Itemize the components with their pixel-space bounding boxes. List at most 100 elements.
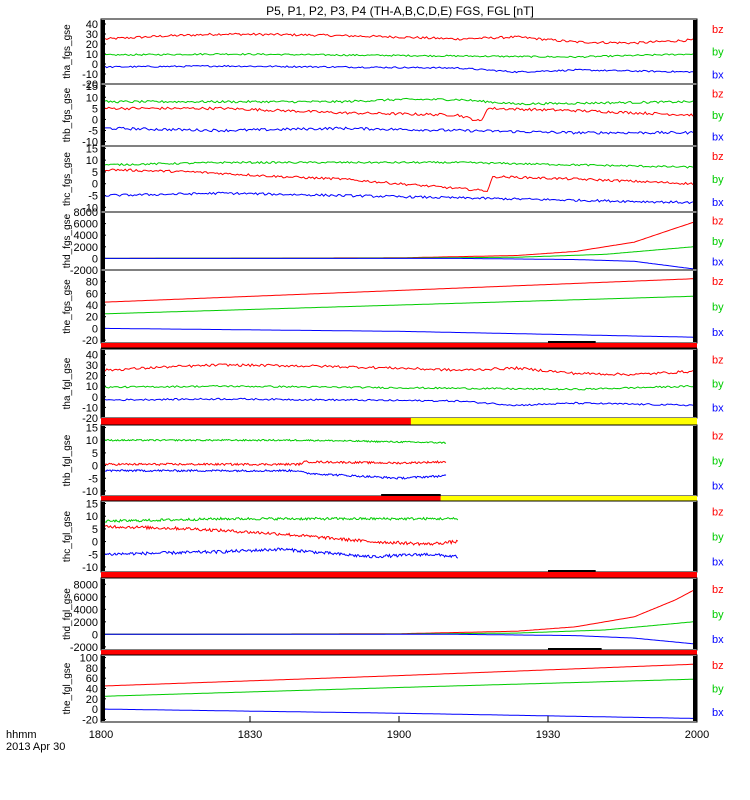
time-axis: 1800 1830 1900 1930 2000 (89, 716, 709, 741)
y-tick-label: -10 (82, 402, 98, 414)
date-label: 2013 Apr 30 (6, 741, 65, 753)
series-line-by (104, 97, 694, 106)
y-tick-label: -10 (82, 486, 98, 498)
panel-right-edge (693, 85, 697, 145)
legend-by: by (712, 302, 724, 314)
panel-left-edge (101, 20, 105, 83)
panel-left-edge (101, 426, 105, 495)
status-segment (101, 343, 697, 348)
legend-by: by (712, 456, 724, 468)
y-tick-label: 0 (92, 537, 98, 549)
status-segment (410, 418, 697, 425)
y-tick-label: 15 (86, 423, 98, 435)
legend-bz: bz (712, 660, 724, 672)
y-tick-label: -5 (88, 473, 98, 485)
panel-left-edge (101, 271, 105, 342)
panel-left-edge (101, 350, 105, 417)
y-tick-label: 0 (92, 704, 98, 716)
series-line-bx (105, 327, 694, 338)
series-line-by (104, 438, 447, 444)
panel-right-edge (693, 502, 697, 571)
series-line-bz (104, 524, 459, 547)
y-tick-label: 0 (92, 629, 98, 641)
panel-frame (100, 269, 698, 344)
panel-frame (100, 654, 698, 723)
y-tick-label: -10 (82, 202, 98, 214)
panel-right-edge (693, 350, 697, 417)
legend-by: by (712, 236, 724, 248)
y-tick-label: 10 (86, 381, 98, 393)
y-tick-label: 80 (86, 663, 98, 675)
y-tick-label: 40 (86, 349, 98, 361)
y-tick-label: -20 (82, 335, 98, 347)
series-line-by (104, 52, 694, 59)
y-tick-label: 15 (86, 81, 98, 93)
y-axis-label: thb_fgl_gse (62, 434, 73, 486)
panel-frame (100, 18, 698, 85)
panel-left-edge (101, 147, 105, 211)
panel-right-edge (693, 213, 697, 269)
status-marker (381, 494, 441, 496)
y-tick-label: 20 (86, 39, 98, 51)
panel-right-edge (693, 271, 697, 342)
series-line-by (104, 516, 459, 523)
series-line-bz (105, 663, 693, 687)
legend-by: by (712, 684, 724, 696)
y-tick-label: 15 (86, 499, 98, 511)
y-tick-label: 0 (92, 461, 98, 473)
legend-bz: bz (712, 431, 724, 443)
y-axis-label: thd_fgs_gse (62, 213, 73, 268)
panel-right-edge (693, 147, 697, 211)
status-bar-4 (101, 570, 697, 579)
y-tick-label: 60 (86, 288, 98, 300)
y-tick-label: -5 (88, 126, 98, 138)
y-tick-label: 30 (86, 360, 98, 372)
legend-bz: bz (712, 354, 724, 366)
y-axis-label: the_fgl_gse (62, 662, 73, 714)
series-line-bx (104, 191, 694, 205)
panel-frame (100, 500, 698, 573)
x-tick-label: 1930 (536, 729, 560, 741)
legend-bz: bz (712, 151, 724, 163)
panel-right-edge (693, 426, 697, 495)
series-line-bx (105, 633, 694, 645)
y-tick-label: 4000 (74, 230, 98, 242)
legend-bz: bz (712, 24, 724, 36)
y-tick-label: 15 (86, 143, 98, 155)
y-tick-label: 20 (86, 371, 98, 383)
y-tick-label: -2000 (70, 265, 98, 277)
y-tick-label: 6000 (74, 592, 98, 604)
panel-frame (100, 424, 698, 497)
y-tick-label: 10 (86, 92, 98, 104)
y-tick-label: -5 (88, 549, 98, 561)
y-tick-label: 0 (92, 253, 98, 265)
status-bar-3 (101, 494, 697, 502)
y-tick-label: 4000 (74, 604, 98, 616)
legend-by: by (712, 379, 724, 391)
legend-bz: bz (712, 216, 724, 228)
series-line-bx (105, 257, 694, 270)
panel-frame (100, 211, 698, 271)
panel-left-edge (101, 502, 105, 571)
series-line-bz (104, 32, 694, 45)
plot-title: P5, P1, P2, P3, P4 (TH-A,B,C,D,E) FGS, F… (266, 4, 534, 18)
series-line-by (104, 384, 693, 391)
legend-bx: bx (712, 480, 724, 492)
y-axis-label: thb_fgs_gse (62, 87, 73, 142)
series-line-bx (104, 468, 447, 480)
y-tick-label: 60 (86, 673, 98, 685)
legend-bx: bx (712, 327, 724, 339)
legend-bz: bz (712, 276, 724, 288)
legend-by: by (712, 47, 724, 59)
legend-bz: bz (712, 507, 724, 519)
series-line-bx (104, 64, 693, 74)
y-tick-label: 10 (86, 155, 98, 167)
y-tick-label: 10 (86, 49, 98, 61)
panel-frame (100, 83, 698, 147)
